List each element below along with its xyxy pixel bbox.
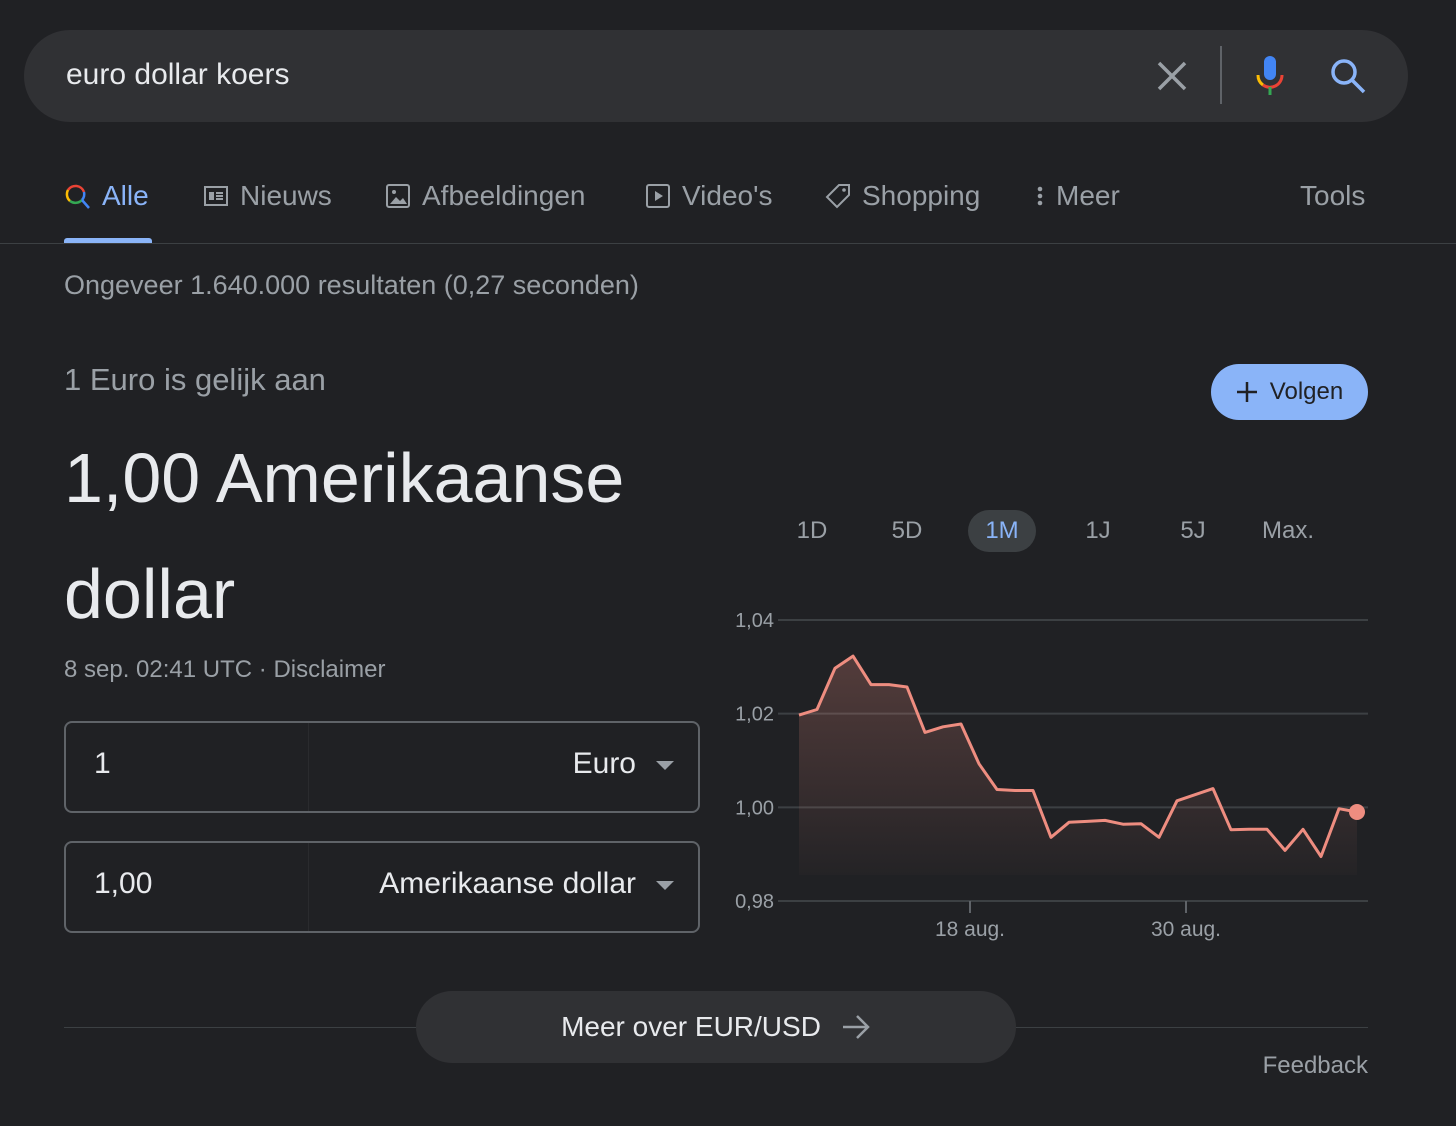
close-icon[interactable] (1154, 58, 1190, 94)
tab-label: Alle (102, 180, 149, 211)
chevron-down-icon[interactable] (656, 761, 674, 770)
to-currency-select[interactable]: Amerikaanse dollar (379, 867, 636, 900)
video-icon (646, 184, 670, 208)
active-tab-indicator (64, 238, 152, 243)
range-1m[interactable]: 1M (968, 510, 1036, 552)
y-tick-label: 1,02 (735, 704, 774, 726)
range-1j[interactable]: 1J (1085, 517, 1111, 544)
tab-label: Video's (682, 180, 773, 211)
tab-meer[interactable]: Meer (1030, 180, 1120, 212)
timestamp: 8 sep. 02:41 UTC · Disclaimer (64, 656, 385, 684)
follow-button[interactable]: Volgen (1211, 364, 1368, 420)
range-5d[interactable]: 5D (891, 517, 923, 544)
search-icon (65, 184, 90, 209)
x-tick-label: 18 aug. (935, 918, 1005, 941)
range-1d[interactable]: 1D (796, 517, 828, 544)
tab-label: Afbeeldingen (422, 180, 586, 211)
tab-afbeeldingen[interactable]: Afbeeldingen (384, 180, 585, 212)
field-separator (308, 723, 309, 811)
tabs-divider (0, 243, 1456, 244)
search-bar[interactable] (24, 30, 1408, 122)
disclaimer-link[interactable]: Disclaimer (273, 656, 386, 683)
feedback-link[interactable]: Feedback (1262, 1052, 1368, 1079)
exchange-rate-chart[interactable]: 0,98 1,00 1,02 1,04 18 aug. 30 aug. (720, 600, 1400, 960)
tab-label: Shopping (862, 180, 981, 211)
from-amount-input[interactable]: 1 (94, 747, 111, 780)
follow-label: Volgen (1269, 378, 1344, 405)
tab-shopping[interactable]: Shopping (824, 180, 980, 212)
mic-icon[interactable] (1252, 54, 1288, 98)
range-5j[interactable]: 5J (1180, 517, 1206, 544)
timestamp-text: 8 sep. 02:41 UTC · (64, 656, 274, 683)
from-currency-field[interactable]: 1 Euro (64, 721, 700, 813)
arrow-right-icon (842, 1015, 870, 1039)
conversion-result: 1,00 Amerikaanse dollar (64, 439, 625, 633)
y-tick-label: 1,04 (735, 610, 774, 632)
more-about-button[interactable]: Meer over EUR/USD (416, 991, 1016, 1063)
x-tick-label: 30 aug. (1151, 918, 1221, 941)
conversion-label: 1 Euro is gelijk aan (64, 362, 326, 397)
current-point (1349, 804, 1365, 821)
search-input[interactable]: euro dollar koers (66, 58, 290, 91)
tab-nieuws[interactable]: Nieuws (202, 180, 332, 212)
tab-videos[interactable]: Video's (644, 180, 772, 212)
search-icon[interactable] (1328, 56, 1368, 96)
series-line (798, 654, 1358, 858)
chevron-down-icon[interactable] (656, 881, 674, 890)
tab-alle[interactable]: Alle (64, 180, 149, 212)
more-vert-icon (1037, 186, 1043, 206)
tab-label: Meer (1056, 180, 1120, 211)
to-currency-field[interactable]: 1,00 Amerikaanse dollar (64, 841, 700, 933)
y-tick-label: 0,98 (735, 891, 774, 913)
news-icon (204, 186, 228, 206)
image-icon (386, 184, 410, 208)
result-stats: Ongeveer 1.640.000 resultaten (0,27 seco… (64, 270, 639, 300)
to-amount-input[interactable]: 1,00 (94, 867, 153, 900)
tab-label: Nieuws (240, 180, 332, 211)
plus-icon (1236, 382, 1257, 402)
y-tick-label: 1,00 (735, 797, 774, 819)
from-currency-select[interactable]: Euro (572, 747, 636, 780)
field-separator (308, 843, 309, 931)
tag-icon (825, 184, 850, 209)
area-fill (799, 656, 1357, 875)
tools-button[interactable]: Tools (1300, 180, 1366, 211)
more-about-label: Meer over EUR/USD (561, 1011, 821, 1042)
range-max[interactable]: Max. (1261, 517, 1314, 544)
search-divider (1220, 46, 1222, 104)
